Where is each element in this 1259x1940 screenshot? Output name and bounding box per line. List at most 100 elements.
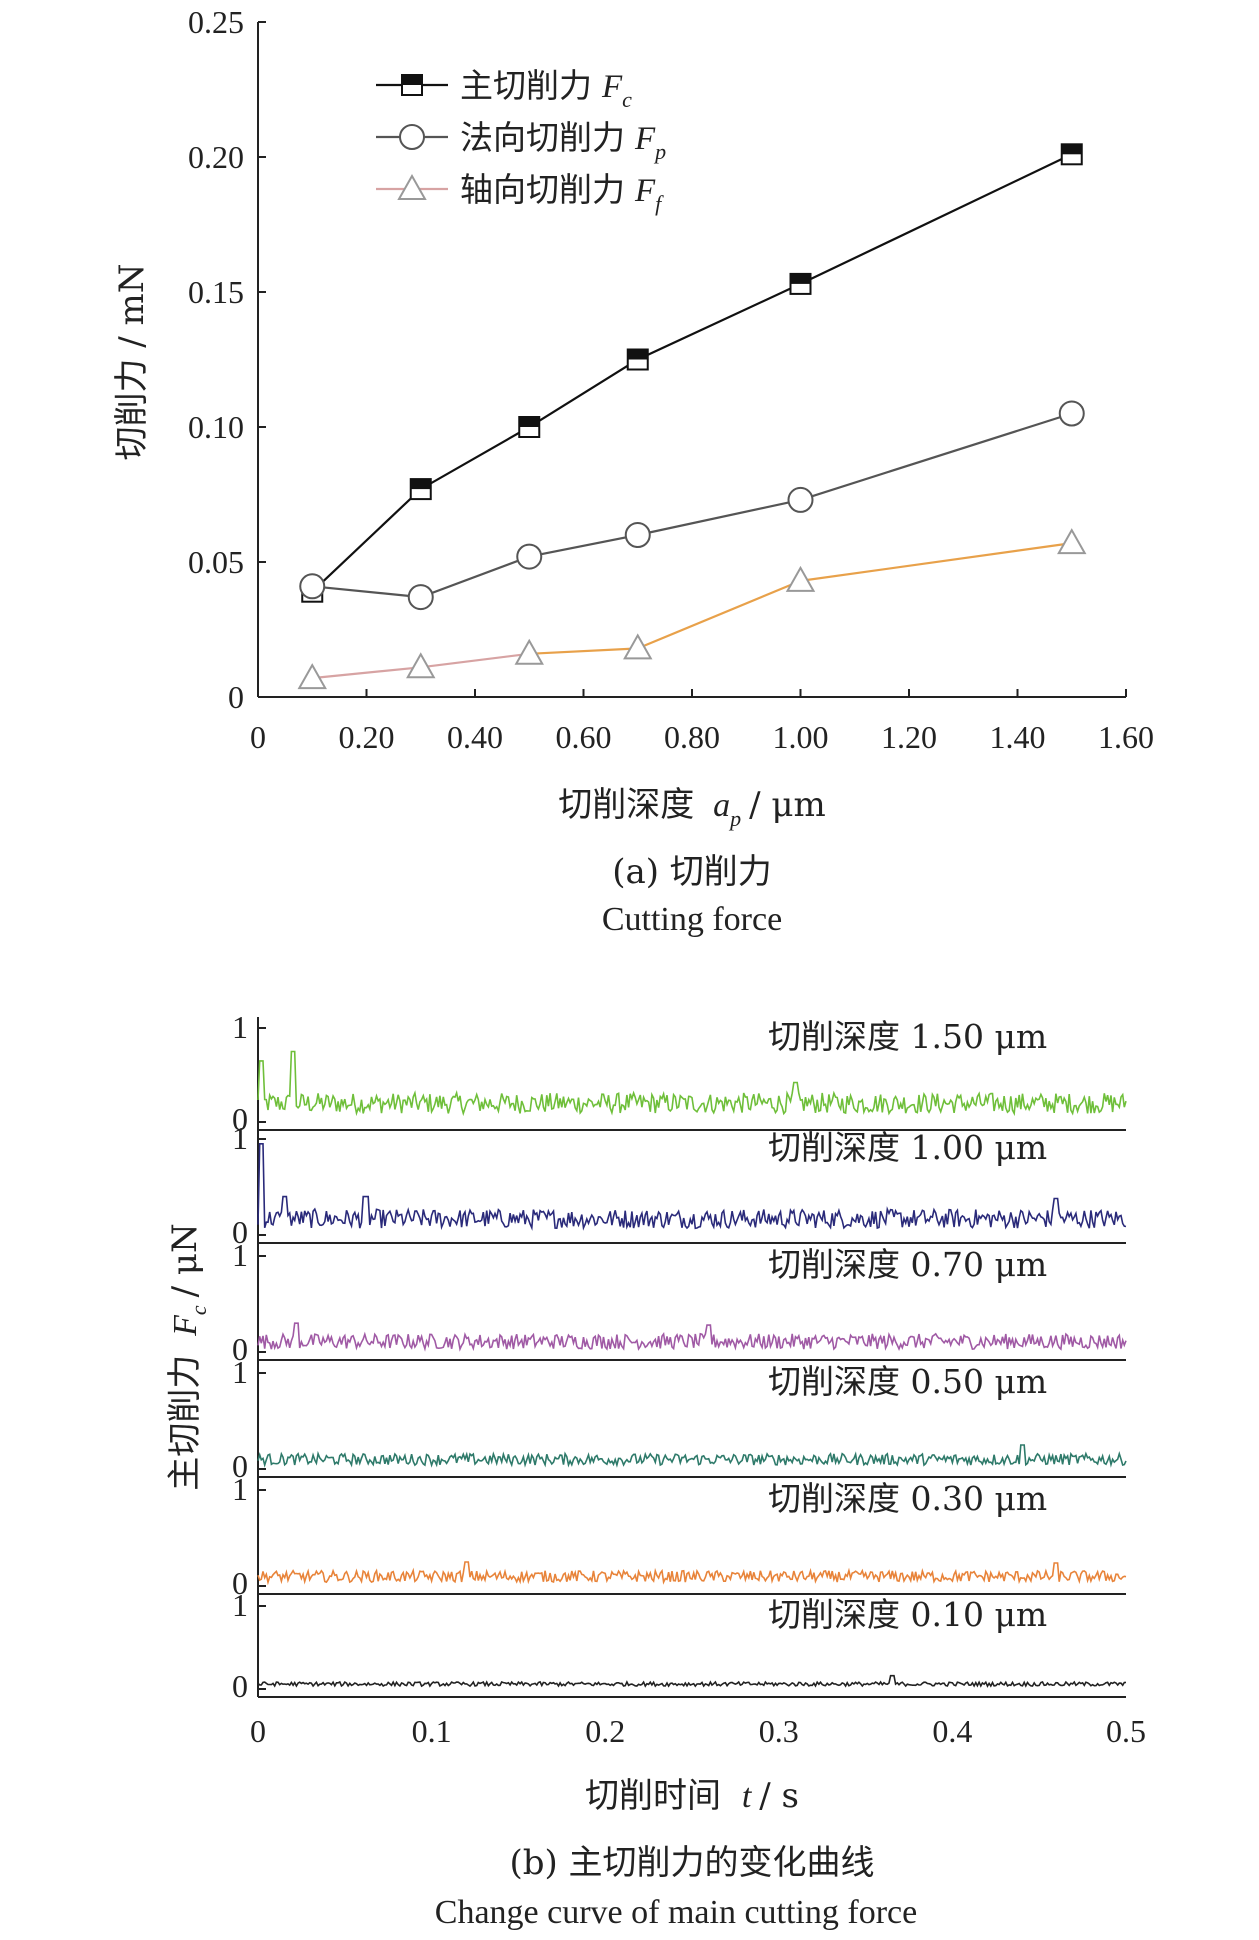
chart-a-point-triangle <box>406 652 436 679</box>
chart-b-signal-line <box>257 1050 1127 1117</box>
chart-a-point-triangle <box>514 638 544 665</box>
chart-a-y-tick-label: 0.10 <box>188 409 244 445</box>
chart-a-point-circle <box>516 543 543 570</box>
chart-a-x-tick-label: 0.40 <box>447 719 503 755</box>
chart-b-panel-y-label-0: 0 <box>232 1101 248 1137</box>
chart-a-point-circle <box>299 573 326 600</box>
chart-a-point-triangle <box>297 663 327 690</box>
chart-a-series-square <box>301 143 1083 603</box>
chart-a-caption-cn: (a) 切削力 <box>612 852 772 892</box>
chart-a-x-tick-label: 1.40 <box>990 719 1046 755</box>
chart-b-panel-y-label-0: 0 <box>232 1668 248 1704</box>
chart-b-panel-y-label-1: 1 <box>232 1237 248 1273</box>
chart-a-series-triangle <box>297 528 1087 690</box>
chart-a-point-square-fill <box>410 479 431 490</box>
chart-b-x-tick-label: 0.5 <box>1106 1713 1146 1749</box>
legend-label-triangle: 轴向切削力 Ff <box>460 170 664 216</box>
chart-a-point-square-fill <box>790 273 811 284</box>
chart-a-point-triangle <box>1057 528 1087 555</box>
chart-a-point-circle <box>1058 400 1085 427</box>
chart-b-signal-line <box>257 1674 1127 1688</box>
chart-b-panel-label: 切削深度 0.30 μm <box>768 1479 1047 1518</box>
chart-a-point-square-fill <box>627 349 648 360</box>
chart-a-cutting-force: 0 0.20 0.40 0.60 0.80 1.00 1.20 1.40 1.60 00.050… <box>112 4 1154 938</box>
chart-a-y-tick-label: 0.05 <box>188 544 244 580</box>
chart-a-x-axis-label: 切削深度 ap / μm <box>558 785 825 831</box>
chart-b-panel-y-label-1: 1 <box>232 1587 248 1623</box>
chart-a-series-segment <box>529 647 638 655</box>
chart-a-y-tick-label: 0.20 <box>188 139 244 175</box>
chart-b-panel-label: 切削深度 0.70 μm <box>768 1245 1047 1284</box>
chart-b-caption-en: Change curve of main cutting force <box>435 1894 917 1931</box>
chart-a-x-tick-label: 0.20 <box>339 719 395 755</box>
chart-b-x-tick-label: 0.3 <box>759 1713 799 1749</box>
chart-a-point-triangle <box>785 565 816 592</box>
chart-a-series-segment <box>637 579 801 650</box>
chart-b-x-tick-label: 0 <box>250 1713 266 1749</box>
chart-a-point-circle <box>407 584 434 611</box>
chart-b-panel-y-label-0: 0 <box>232 1214 248 1250</box>
chart-b-panel-y-label-0: 0 <box>232 1448 248 1484</box>
chart-b-y-axis-label: 主切削力 Fc/ μN <box>165 1223 211 1490</box>
chart-b-panel-y-label-0: 0 <box>232 1565 248 1601</box>
chart-b-signal-line <box>257 1561 1127 1586</box>
chart-b-caption-cn: (b) 主切削力的变化曲线 <box>509 1843 874 1883</box>
chart-b-panel-y-label-1: 1 <box>232 1471 248 1507</box>
chart-b-panel: 1 0 切削深度 1.50 μm <box>232 1009 1127 1137</box>
chart-a-y-tick-label: 0 <box>228 679 244 715</box>
chart-a-y-ticks: 0 0.05 0.10 0.15 0.20 0.25 <box>188 4 266 715</box>
chart-b-panel: 1 0 切削深度 0.30 μm <box>232 1471 1127 1601</box>
legend-label-circle: 法向切削力 Fp <box>460 118 666 164</box>
chart-b-panel-y-label-1: 1 <box>232 1120 248 1156</box>
chart-b-x-tick-label: 0.1 <box>412 1713 452 1749</box>
chart-b-panel-label: 切削深度 1.00 μm <box>768 1128 1047 1167</box>
chart-a-x-tick-label: 1.60 <box>1098 719 1154 755</box>
legend-marker-square-fill <box>402 75 422 85</box>
chart-b-x-tick-label: 0.2 <box>585 1713 625 1749</box>
chart-b-panel: 1 0 切削深度 1.00 μm <box>232 1120 1127 1250</box>
chart-b-panel-y-label-1: 1 <box>232 1009 248 1045</box>
chart-a-x-tick-label: 0.80 <box>664 719 720 755</box>
chart-a-x-ticks: 0 0.20 0.40 0.60 0.80 1.00 1.20 1.40 1.60 <box>250 689 1154 755</box>
chart-b-panel: 1 0 切削深度 0.70 μm <box>232 1237 1127 1367</box>
chart-a-x-tick-label: 0.60 <box>556 719 612 755</box>
chart-a-y-axis-label: 切削力 / mN <box>112 263 152 460</box>
legend-marker-triangle <box>397 173 427 200</box>
chart-b-panel-y-label-1: 1 <box>232 1354 248 1390</box>
chart-b-panel-y-label-0: 0 <box>232 1331 248 1367</box>
chart-a-point-square-fill <box>1061 144 1082 155</box>
chart-a-legend: 主切削力 Fc 法向切削力 Fp 轴向切削力 Ff <box>376 66 666 216</box>
chart-a-series-segment <box>312 666 421 680</box>
chart-b-signal-line <box>257 1444 1127 1468</box>
chart-a-caption-en: Cutting force <box>602 901 782 938</box>
chart-a-y-tick-label: 0.15 <box>188 274 244 310</box>
chart-b-panel-label: 切削深度 0.50 μm <box>768 1362 1047 1401</box>
chart-b-panel-label: 切削深度 0.10 μm <box>768 1595 1047 1634</box>
chart-a-series-circle <box>299 400 1085 611</box>
legend-marker-circle <box>399 124 425 150</box>
chart-b-panel: 1 0 切削深度 0.50 μm <box>232 1354 1127 1484</box>
chart-b-x-ticks: 0 0.1 0.2 0.3 0.4 0.5 <box>250 1713 1146 1749</box>
chart-b-panel: 1 0 切削深度 0.10 μm <box>232 1587 1127 1704</box>
chart-a-x-tick-label: 0 <box>250 719 266 755</box>
chart-a-x-tick-label: 1.20 <box>881 719 937 755</box>
chart-a-point-circle <box>787 486 814 513</box>
chart-a-point-circle <box>624 522 651 548</box>
chart-b-signal-line <box>257 1322 1127 1352</box>
legend-label-square: 主切削力 Fc <box>460 66 632 112</box>
chart-a-point-triangle <box>623 633 653 660</box>
chart-b-x-axis-label: 切削时间 t / s <box>585 1776 799 1816</box>
chart-a-series-line <box>311 153 1073 593</box>
chart-a-series-segment <box>420 652 530 669</box>
chart-b-x-tick-label: 0.4 <box>932 1713 972 1749</box>
chart-b-panel-label: 切削深度 1.50 μm <box>768 1017 1047 1056</box>
chart-a-series-line <box>312 412 1073 599</box>
chart-a-y-tick-label: 0.25 <box>188 4 244 40</box>
chart-a-point-square-fill <box>519 417 540 427</box>
chart-b-signal-line <box>257 1143 1127 1231</box>
chart-a-series <box>297 143 1087 690</box>
chart-a-series-segment <box>800 542 1072 582</box>
